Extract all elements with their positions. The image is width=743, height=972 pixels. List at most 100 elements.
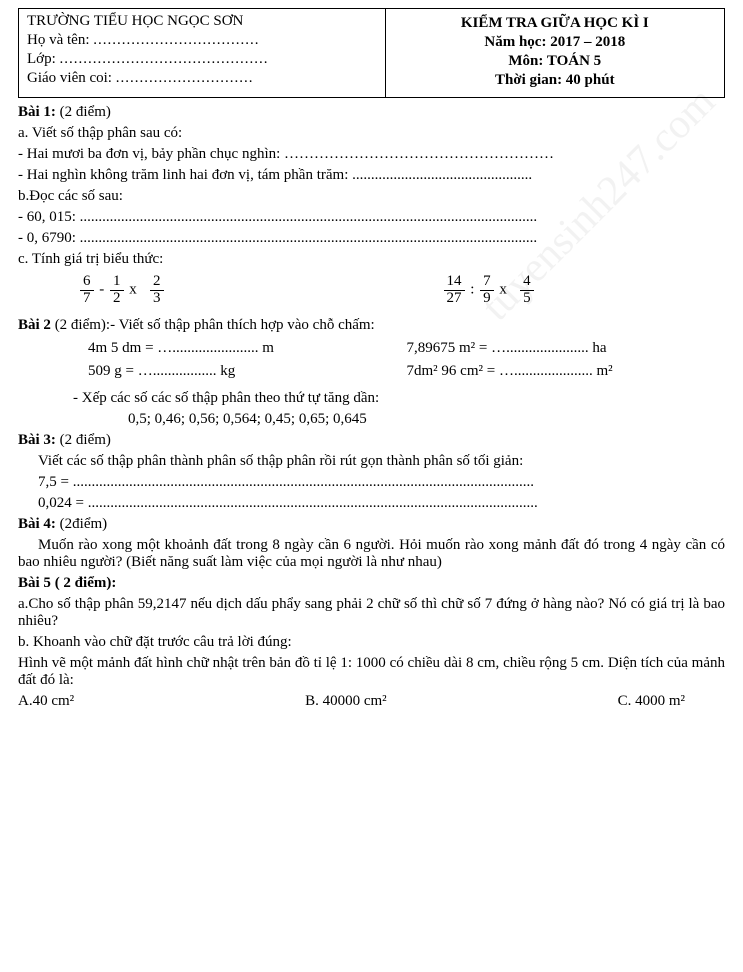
bai3-intro: Viết các số thập phân thành phân số thập… bbox=[18, 453, 725, 470]
expr2-op1: : bbox=[470, 282, 474, 298]
expr2-f2: 7 9 bbox=[480, 274, 494, 307]
bai1-b-line2-dots: ........................................… bbox=[80, 230, 538, 246]
bai2-row2b: 7dm² 96 cm² = …..................... m² bbox=[407, 363, 726, 380]
bai1-a-line1-pre: - Hai mươi ba đơn vị, bảy phần chục nghì… bbox=[18, 146, 280, 162]
bai5-ans-a: A.40 cm² bbox=[18, 693, 74, 710]
bai2-intro: Viết số thập phân thích hợp vào chỗ chấm… bbox=[119, 317, 375, 333]
exam-year: Năm học: 2017 – 2018 bbox=[394, 34, 716, 51]
bai3-points: (2 điểm) bbox=[60, 432, 111, 448]
bai1-b-line1-dots: ........................................… bbox=[80, 209, 538, 225]
bai1-b: b.Đọc các số sau: bbox=[18, 188, 725, 205]
class-label: Lớp: bbox=[27, 51, 56, 67]
bai2-row2b-r: m² bbox=[596, 363, 612, 379]
bai3-heading: Bài 3: (2 điểm) bbox=[18, 432, 725, 449]
bai2-row2b-l: 7dm² 96 cm² = bbox=[407, 363, 496, 379]
bai2-sort-intro: - Xếp các số các số thập phân theo thứ t… bbox=[18, 390, 725, 407]
expr1-f1-den: 7 bbox=[80, 291, 94, 307]
bai5-b: b. Khoanh vào chữ đặt trước câu trả lời … bbox=[18, 634, 725, 651]
teacher-dots: ............................. bbox=[116, 70, 254, 86]
bai5-title: Bài 5 bbox=[18, 575, 51, 591]
exam-subject: Môn: TOÁN 5 bbox=[394, 53, 716, 70]
expr1-f3: 2 3 bbox=[150, 274, 164, 307]
bai2-points: (2 điểm):- bbox=[55, 317, 115, 333]
bai3-l2: 0,024 = ................................… bbox=[18, 495, 725, 512]
expr1-f2-num: 1 bbox=[110, 274, 124, 291]
bai4-points: (2điểm) bbox=[60, 516, 107, 532]
bai5-b-body: Hình vẽ một mảnh đất hình chữ nhật trên … bbox=[18, 655, 725, 689]
class-dots: ........................................… bbox=[60, 51, 269, 67]
bai1-a-line2: - Hai nghìn không trăm linh hai đơn vị, … bbox=[18, 167, 725, 184]
bai2-row2a-l: 509 g = bbox=[88, 363, 134, 379]
expr2-f1: 14 27 bbox=[444, 274, 465, 307]
bai1-b-line2: - 0, 6790: .............................… bbox=[18, 230, 725, 247]
bai2-row1b-r: ha bbox=[592, 340, 606, 356]
bai2-row2b-dots: …..................... bbox=[499, 363, 593, 379]
bai2-row2a-r: kg bbox=[220, 363, 235, 379]
bai2-sort-list: 0,5; 0,46; 0,56; 0,564; 0,45; 0,65; 0,64… bbox=[18, 411, 725, 428]
bai2-row1a-dots: …....................... bbox=[157, 340, 258, 356]
bai5-ans-c: C. 4000 m² bbox=[618, 693, 685, 710]
bai2-row2: 509 g = …................. kg 7dm² 96 cm… bbox=[18, 363, 725, 380]
expr2-f1-num: 14 bbox=[444, 274, 465, 291]
header-box: TRƯỜNG TIỂU HỌC NGỌC SƠN Họ và tên: ....… bbox=[18, 8, 725, 98]
teacher-label: Giáo viên coi: bbox=[27, 70, 112, 86]
bai2-row1b: 7,89675 m² = …...................... ha bbox=[407, 340, 726, 357]
bai2-row1a-l: 4m 5 dm = bbox=[88, 340, 154, 356]
bai1-b-line2-pre: - 0, 6790: bbox=[18, 230, 76, 246]
header-left: TRƯỜNG TIỂU HỌC NGỌC SƠN Họ và tên: ....… bbox=[19, 9, 386, 97]
bai3-l1: 7,5 = ..................................… bbox=[18, 474, 725, 491]
expr1-f3-num: 2 bbox=[150, 274, 164, 291]
bai1-a-line1: - Hai mươi ba đơn vị, bảy phần chục nghì… bbox=[18, 146, 725, 163]
bai3-l1-dots: ........................................… bbox=[73, 474, 534, 490]
bai5-ans-b: B. 40000 cm² bbox=[305, 693, 387, 710]
bai1-a: a. Viết số thập phân sau có: bbox=[18, 125, 725, 142]
expr1-f2-den: 2 bbox=[110, 291, 124, 307]
bai1-a-line2-pre: - Hai nghìn không trăm linh hai đơn vị, … bbox=[18, 167, 348, 183]
expr1-f1: 6 7 bbox=[80, 274, 94, 307]
exam-title: KIỂM TRA GIỮA HỌC KÌ I bbox=[394, 15, 716, 32]
expr1-f3-den: 3 bbox=[150, 291, 164, 307]
school-name: TRƯỜNG TIỂU HỌC NGỌC SƠN bbox=[27, 13, 377, 30]
name-field: Họ và tên: .............................… bbox=[27, 32, 377, 49]
bai5-a: a.Cho số thập phân 59,2147 nếu dịch dấu … bbox=[18, 596, 725, 630]
name-label: Họ và tên: bbox=[27, 32, 89, 48]
bai1-points: (2 điểm) bbox=[60, 104, 111, 120]
expr1-f1-num: 6 bbox=[80, 274, 94, 291]
bai5-heading: Bài 5 ( 2 điểm): bbox=[18, 575, 725, 592]
bai2-row1b-dots: …...................... bbox=[491, 340, 589, 356]
expr2-f3-num: 4 bbox=[520, 274, 534, 291]
bai1-c: c. Tính giá trị biểu thức: bbox=[18, 251, 725, 268]
bai3-title: Bài 3: bbox=[18, 432, 56, 448]
expr1-f2: 1 2 bbox=[110, 274, 124, 307]
bai1-expressions: 6 7 - 1 2 x 2 3 14 27 bbox=[18, 274, 725, 307]
bai1-expr2: 14 27 : 7 9 x 4 5 bbox=[362, 274, 726, 307]
bai4-body: Muốn rào xong một khoảnh đất trong 8 ngà… bbox=[18, 537, 725, 571]
expr2-f2-den: 9 bbox=[480, 291, 494, 307]
expr2-f2-num: 7 bbox=[480, 274, 494, 291]
bai2-row1a-r: m bbox=[262, 340, 274, 356]
bai1-a-line2-dots: ........................................… bbox=[352, 167, 532, 183]
bai2-row2a: 509 g = …................. kg bbox=[18, 363, 407, 380]
teacher-field: Giáo viên coi: .........................… bbox=[27, 70, 377, 87]
bai5-answers: A.40 cm² B. 40000 cm² C. 4000 m² bbox=[18, 693, 725, 710]
bai1-heading: Bài 1: (2 điểm) bbox=[18, 104, 725, 121]
expr1-op2: x bbox=[129, 282, 137, 298]
bai2-row1b-l: 7,89675 m² = bbox=[407, 340, 488, 356]
bai2-row2a-dots: …................. bbox=[138, 363, 217, 379]
expr2-f3-den: 5 bbox=[520, 291, 534, 307]
bai3-l1-pre: 7,5 = bbox=[38, 474, 69, 490]
bai3-l2-dots: ........................................… bbox=[88, 495, 538, 511]
bai3-l2-pre: 0,024 = bbox=[38, 495, 84, 511]
bai1-b-line1: - 60, 015: .............................… bbox=[18, 209, 725, 226]
bai2-title: Bài 2 bbox=[18, 317, 51, 333]
expr2-f3: 4 5 bbox=[520, 274, 534, 307]
exam-duration: Thời gian: 40 phút bbox=[394, 72, 716, 89]
bai5-points: ( 2 điểm): bbox=[55, 575, 117, 591]
expr2-op2: x bbox=[499, 282, 507, 298]
bai2-heading: Bài 2 (2 điểm):- Viết số thập phân thích… bbox=[18, 317, 725, 334]
bai1-b-line1-pre: - 60, 015: bbox=[18, 209, 76, 225]
name-dots: ................................... bbox=[93, 32, 259, 48]
bai2-row1: 4m 5 dm = …....................... m 7,8… bbox=[18, 340, 725, 357]
header-right: KIỂM TRA GIỮA HỌC KÌ I Năm học: 2017 – 2… bbox=[386, 9, 724, 97]
class-field: Lớp: ...................................… bbox=[27, 51, 377, 68]
